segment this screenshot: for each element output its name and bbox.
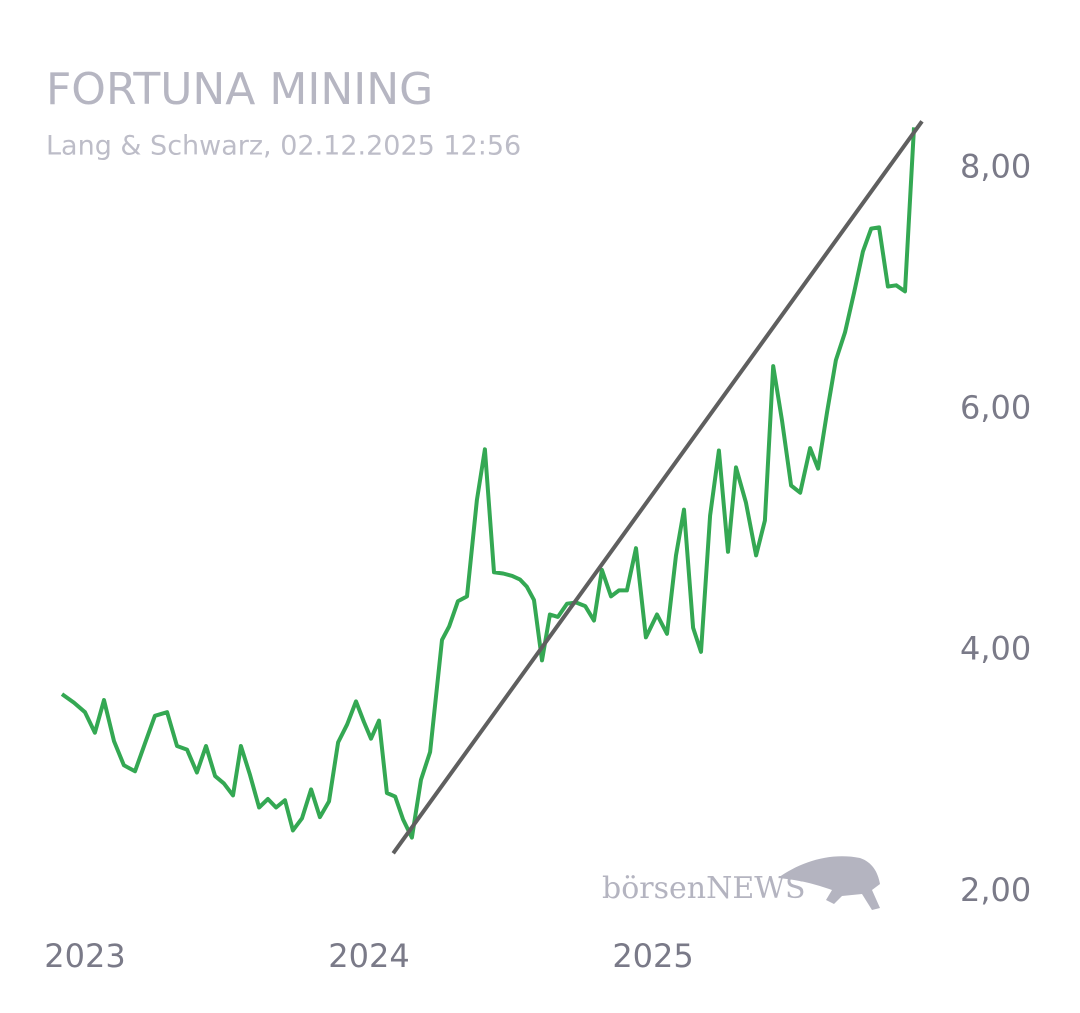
x-tick-label: 2023 — [44, 937, 125, 975]
chart-title: FORTUNA MINING — [46, 64, 433, 115]
y-tick-label: 6,00 — [960, 389, 1031, 427]
x-tick-label: 2025 — [612, 937, 693, 975]
trend-line — [391, 120, 924, 855]
y-tick-label: 8,00 — [960, 147, 1031, 185]
watermark: börsenNEWS — [602, 871, 806, 906]
y-tick-label: 4,00 — [960, 630, 1031, 668]
chart-subtitle: Lang & Schwarz, 02.12.2025 12:56 — [46, 131, 521, 162]
y-tick-label: 2,00 — [960, 871, 1031, 909]
price-line — [60, 127, 916, 840]
x-tick-label: 2024 — [328, 937, 409, 975]
bull-logo — [778, 856, 880, 910]
